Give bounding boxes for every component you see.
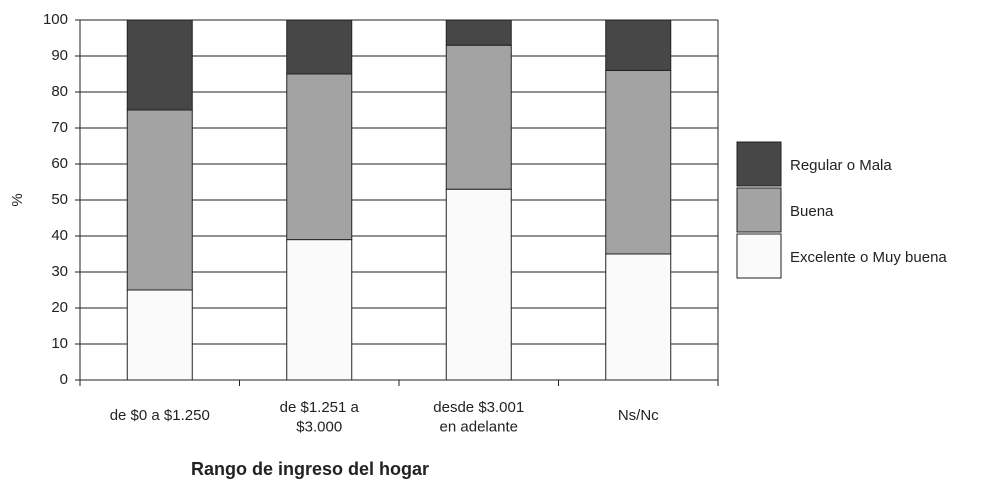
y-tick-label: 30 (51, 263, 68, 280)
y-tick-label: 10 (51, 335, 68, 352)
legend-label: Regular o Mala (790, 157, 892, 174)
bar-segment (126, 19, 193, 111)
bar-segment (445, 188, 512, 381)
bar-segment (126, 109, 193, 291)
y-tick-label: 90 (51, 47, 68, 64)
y-tick-label: 60 (51, 155, 68, 172)
bar-segment (445, 44, 512, 190)
bar-segment (605, 253, 672, 381)
y-tick-label: 20 (51, 299, 68, 316)
legend-label: Buena (790, 203, 834, 220)
y-tick-label: 100 (43, 11, 68, 28)
y-tick-label: 40 (51, 227, 68, 244)
bar-segment (286, 73, 353, 241)
y-tick-label: 0 (60, 371, 68, 388)
y-tick-label: 70 (51, 119, 68, 136)
bar-segment (605, 19, 672, 71)
x-tick-label: de $0 a $1.250 (110, 407, 210, 424)
legend-swatch (736, 233, 782, 279)
x-tick-label: desde $3.001 en adelante (433, 399, 524, 436)
y-tick-label: 80 (51, 83, 68, 100)
legend-swatch (736, 187, 782, 233)
bar-segment (126, 289, 193, 381)
y-tick-label: 50 (51, 191, 68, 208)
x-tick-label: Ns/Nc (618, 407, 659, 424)
x-axis-title: Rango de ingreso del hogar (191, 459, 429, 479)
y-axis-title: % (9, 193, 26, 206)
x-tick-label: de $1.251 a $3.000 (280, 399, 360, 436)
legend-label: Excelente o Muy buena (790, 249, 947, 266)
bar-segment (605, 69, 672, 255)
bar-segment (286, 19, 353, 75)
bar-segment (286, 239, 353, 381)
legend-swatch (736, 141, 782, 187)
bar-segment (445, 19, 512, 46)
